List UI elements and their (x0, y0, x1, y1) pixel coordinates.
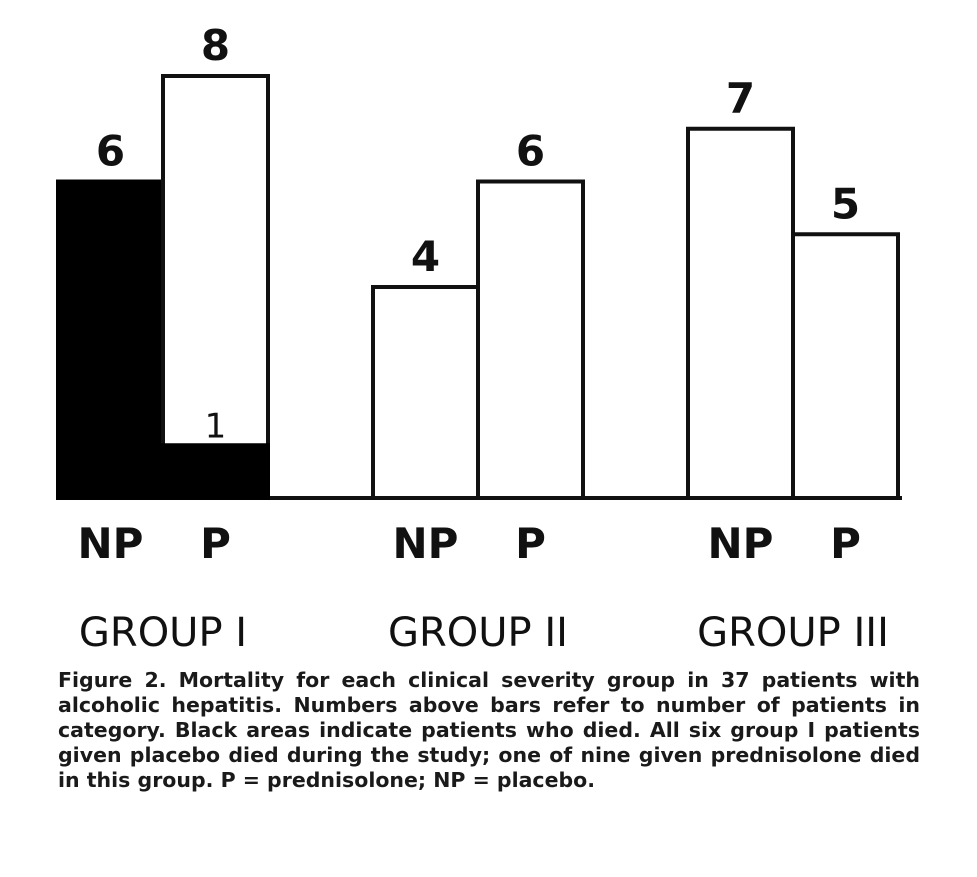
group-3-name-label: GROUP III (697, 610, 889, 656)
group-1-p-died-label: 1 (205, 406, 227, 446)
figure-caption-text: Mortality for each clinical severity gro… (58, 668, 920, 792)
group-2-np-category-label: NP (393, 519, 459, 568)
group-2-p-category-label: P (515, 519, 546, 568)
group-1-np-category-label: NP (78, 519, 144, 568)
group-3-p-value-label: 5 (831, 179, 860, 228)
group-3-p-category-label: P (830, 519, 861, 568)
mortality-bar-chart: 6 NP 1 8 P GROUP I 4 NP 6 P GROUP II 7 NP 5 P GROUP III (56, 21, 902, 656)
group-1-p-bar (161, 74, 270, 500)
group-2-name-label: GROUP II (388, 610, 568, 656)
group-1-np-value-label: 6 (96, 127, 125, 176)
group-2-np-value-label: 4 (411, 232, 440, 281)
group-3-np-bar (686, 126, 795, 500)
group-1-p-died-bar (161, 443, 270, 500)
group-2-p-bar (476, 179, 585, 500)
group-1-p-value-label: 8 (201, 21, 230, 70)
group-1-p-category-label: P (200, 519, 231, 568)
group-2-np-bar (371, 285, 480, 500)
group-1-np-died-bar (56, 179, 165, 500)
group-1-name-label: GROUP I (79, 610, 247, 656)
group-3-p-bar (791, 232, 900, 500)
group-2-p-value-label: 6 (516, 127, 545, 176)
group-3-np-value-label: 7 (726, 74, 755, 123)
figure-caption-label: Figure 2. (58, 668, 167, 692)
figure-caption: Figure 2. Mortality for each clinical se… (58, 668, 920, 793)
group-3-np-category-label: NP (708, 519, 774, 568)
